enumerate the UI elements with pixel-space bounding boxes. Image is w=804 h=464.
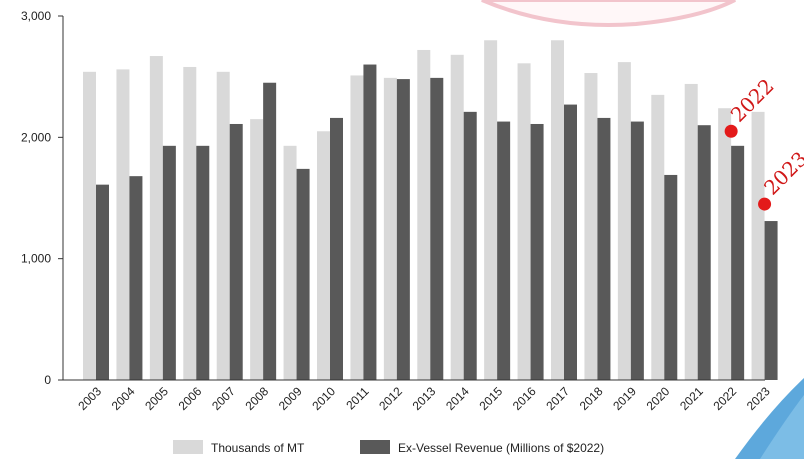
x-tick-label: 2012 — [376, 384, 405, 413]
x-tick-label: 2003 — [75, 384, 104, 413]
x-tick-label: 2021 — [677, 384, 706, 413]
bar-thousands-mt-2014 — [450, 54, 464, 381]
x-tick-label: 2009 — [276, 384, 305, 413]
x-tick-label: 2023 — [744, 384, 773, 413]
x-tick-label: 2013 — [410, 384, 439, 413]
bar-thousands-mt-2008 — [250, 119, 264, 380]
annotation-dot-2023 — [758, 197, 772, 211]
y-tick-label: 3,000 — [21, 9, 51, 23]
bar-ex-vessel-revenue-2020 — [664, 174, 678, 380]
annotation-dot-2022 — [724, 124, 738, 138]
bar-thousands-mt-2018 — [584, 73, 598, 380]
bar-ex-vessel-revenue-2010 — [330, 117, 343, 381]
bar-ex-vessel-revenue-2003 — [96, 184, 109, 380]
x-tick-label: 2017 — [543, 384, 572, 413]
x-tick-label: 2020 — [644, 384, 673, 413]
legend-swatch-series-1 — [173, 440, 203, 454]
bar-thousands-mt-2004 — [116, 69, 130, 381]
bar-ex-vessel-revenue-2016 — [530, 123, 544, 380]
x-tick-label: 2005 — [142, 384, 171, 413]
x-tick-label: 2022 — [710, 384, 739, 413]
bar-thousands-mt-2023 — [751, 111, 765, 380]
bar-ex-vessel-revenue-2008 — [263, 82, 277, 380]
legend-label-series-1: Thousands of MT — [211, 441, 305, 455]
bar-thousands-mt-2012 — [383, 77, 397, 380]
legend-label-series-2: Ex-Vessel Revenue (Millions of $2022) — [398, 441, 604, 455]
legend-swatch-series-2 — [360, 440, 390, 454]
bar-thousands-mt-2007 — [216, 71, 230, 381]
bar-ex-vessel-revenue-2015 — [497, 121, 511, 380]
legend: Thousands of MT Ex-Vessel Revenue (Milli… — [173, 440, 604, 455]
bar-ex-vessel-revenue-2012 — [396, 79, 410, 381]
y-tick-label: 1,000 — [21, 252, 51, 266]
bar-ex-vessel-revenue-2023 — [764, 221, 778, 380]
x-axis: 2003 2004 2005 2006 2007 2008 2009 2010 2011 2012… — [63, 379, 773, 413]
bar-ex-vessel-revenue-2009 — [296, 168, 310, 380]
bar-thousands-mt-2003 — [83, 71, 96, 381]
bar-ex-vessel-revenue-2004 — [129, 176, 143, 380]
bar-ex-vessel-revenue-2005 — [162, 145, 176, 380]
bar-thousands-mt-2021 — [684, 83, 698, 381]
bar-ex-vessel-revenue-2018 — [597, 117, 611, 381]
bar-ex-vessel-revenue-2006 — [196, 145, 210, 380]
x-tick-label: 2007 — [209, 384, 238, 413]
x-tick-label: 2014 — [443, 384, 472, 413]
bar-ex-vessel-revenue-2014 — [463, 111, 477, 380]
x-tick-label: 2011 — [343, 384, 371, 412]
bar-thousands-mt-2015 — [484, 40, 498, 381]
bar-thousands-mt-2016 — [517, 63, 531, 380]
decorative-pink-arc — [481, 0, 736, 27]
y-tick-label: 0 — [44, 373, 51, 387]
bar-thousands-mt-2006 — [183, 66, 197, 381]
annotation-label-2023: 2023 — [759, 147, 804, 200]
x-tick-label: 2004 — [109, 384, 138, 413]
decorative-blue-corner-highlight — [760, 395, 804, 459]
bar-thousands-mt-2005 — [149, 56, 163, 380]
bar-ex-vessel-revenue-2013 — [430, 77, 444, 380]
y-axis: 0 1,000 2,000 3,000 — [21, 9, 64, 387]
x-tick-label: 2016 — [510, 384, 539, 413]
bar-ex-vessel-revenue-2022 — [731, 145, 745, 380]
bar-thousands-mt-2022 — [718, 108, 732, 381]
bar-thousands-mt-2009 — [283, 145, 297, 380]
bar-ex-vessel-revenue-2007 — [229, 123, 243, 380]
bar-thousands-mt-2020 — [651, 94, 665, 380]
x-tick-label: 2010 — [309, 384, 338, 413]
bar-ex-vessel-revenue-2019 — [630, 121, 644, 380]
bar-ex-vessel-revenue-2021 — [697, 125, 711, 380]
bar-thousands-mt-2010 — [317, 131, 330, 380]
bars-group — [83, 40, 778, 381]
x-tick-label: 2006 — [176, 384, 205, 413]
x-tick-label: 2019 — [610, 384, 639, 413]
x-tick-label: 2015 — [476, 384, 505, 413]
bar-ex-vessel-revenue-2017 — [564, 104, 577, 380]
bar-thousands-mt-2013 — [417, 49, 431, 381]
x-tick-label: 2008 — [242, 384, 271, 413]
bar-thousands-mt-2017 — [551, 40, 564, 381]
x-tick-label: 2018 — [577, 384, 606, 413]
bar-thousands-mt-2019 — [617, 62, 631, 381]
bar-thousands-mt-2011 — [350, 75, 364, 380]
y-tick-label: 2,000 — [21, 130, 51, 144]
bar-ex-vessel-revenue-2011 — [363, 64, 377, 381]
